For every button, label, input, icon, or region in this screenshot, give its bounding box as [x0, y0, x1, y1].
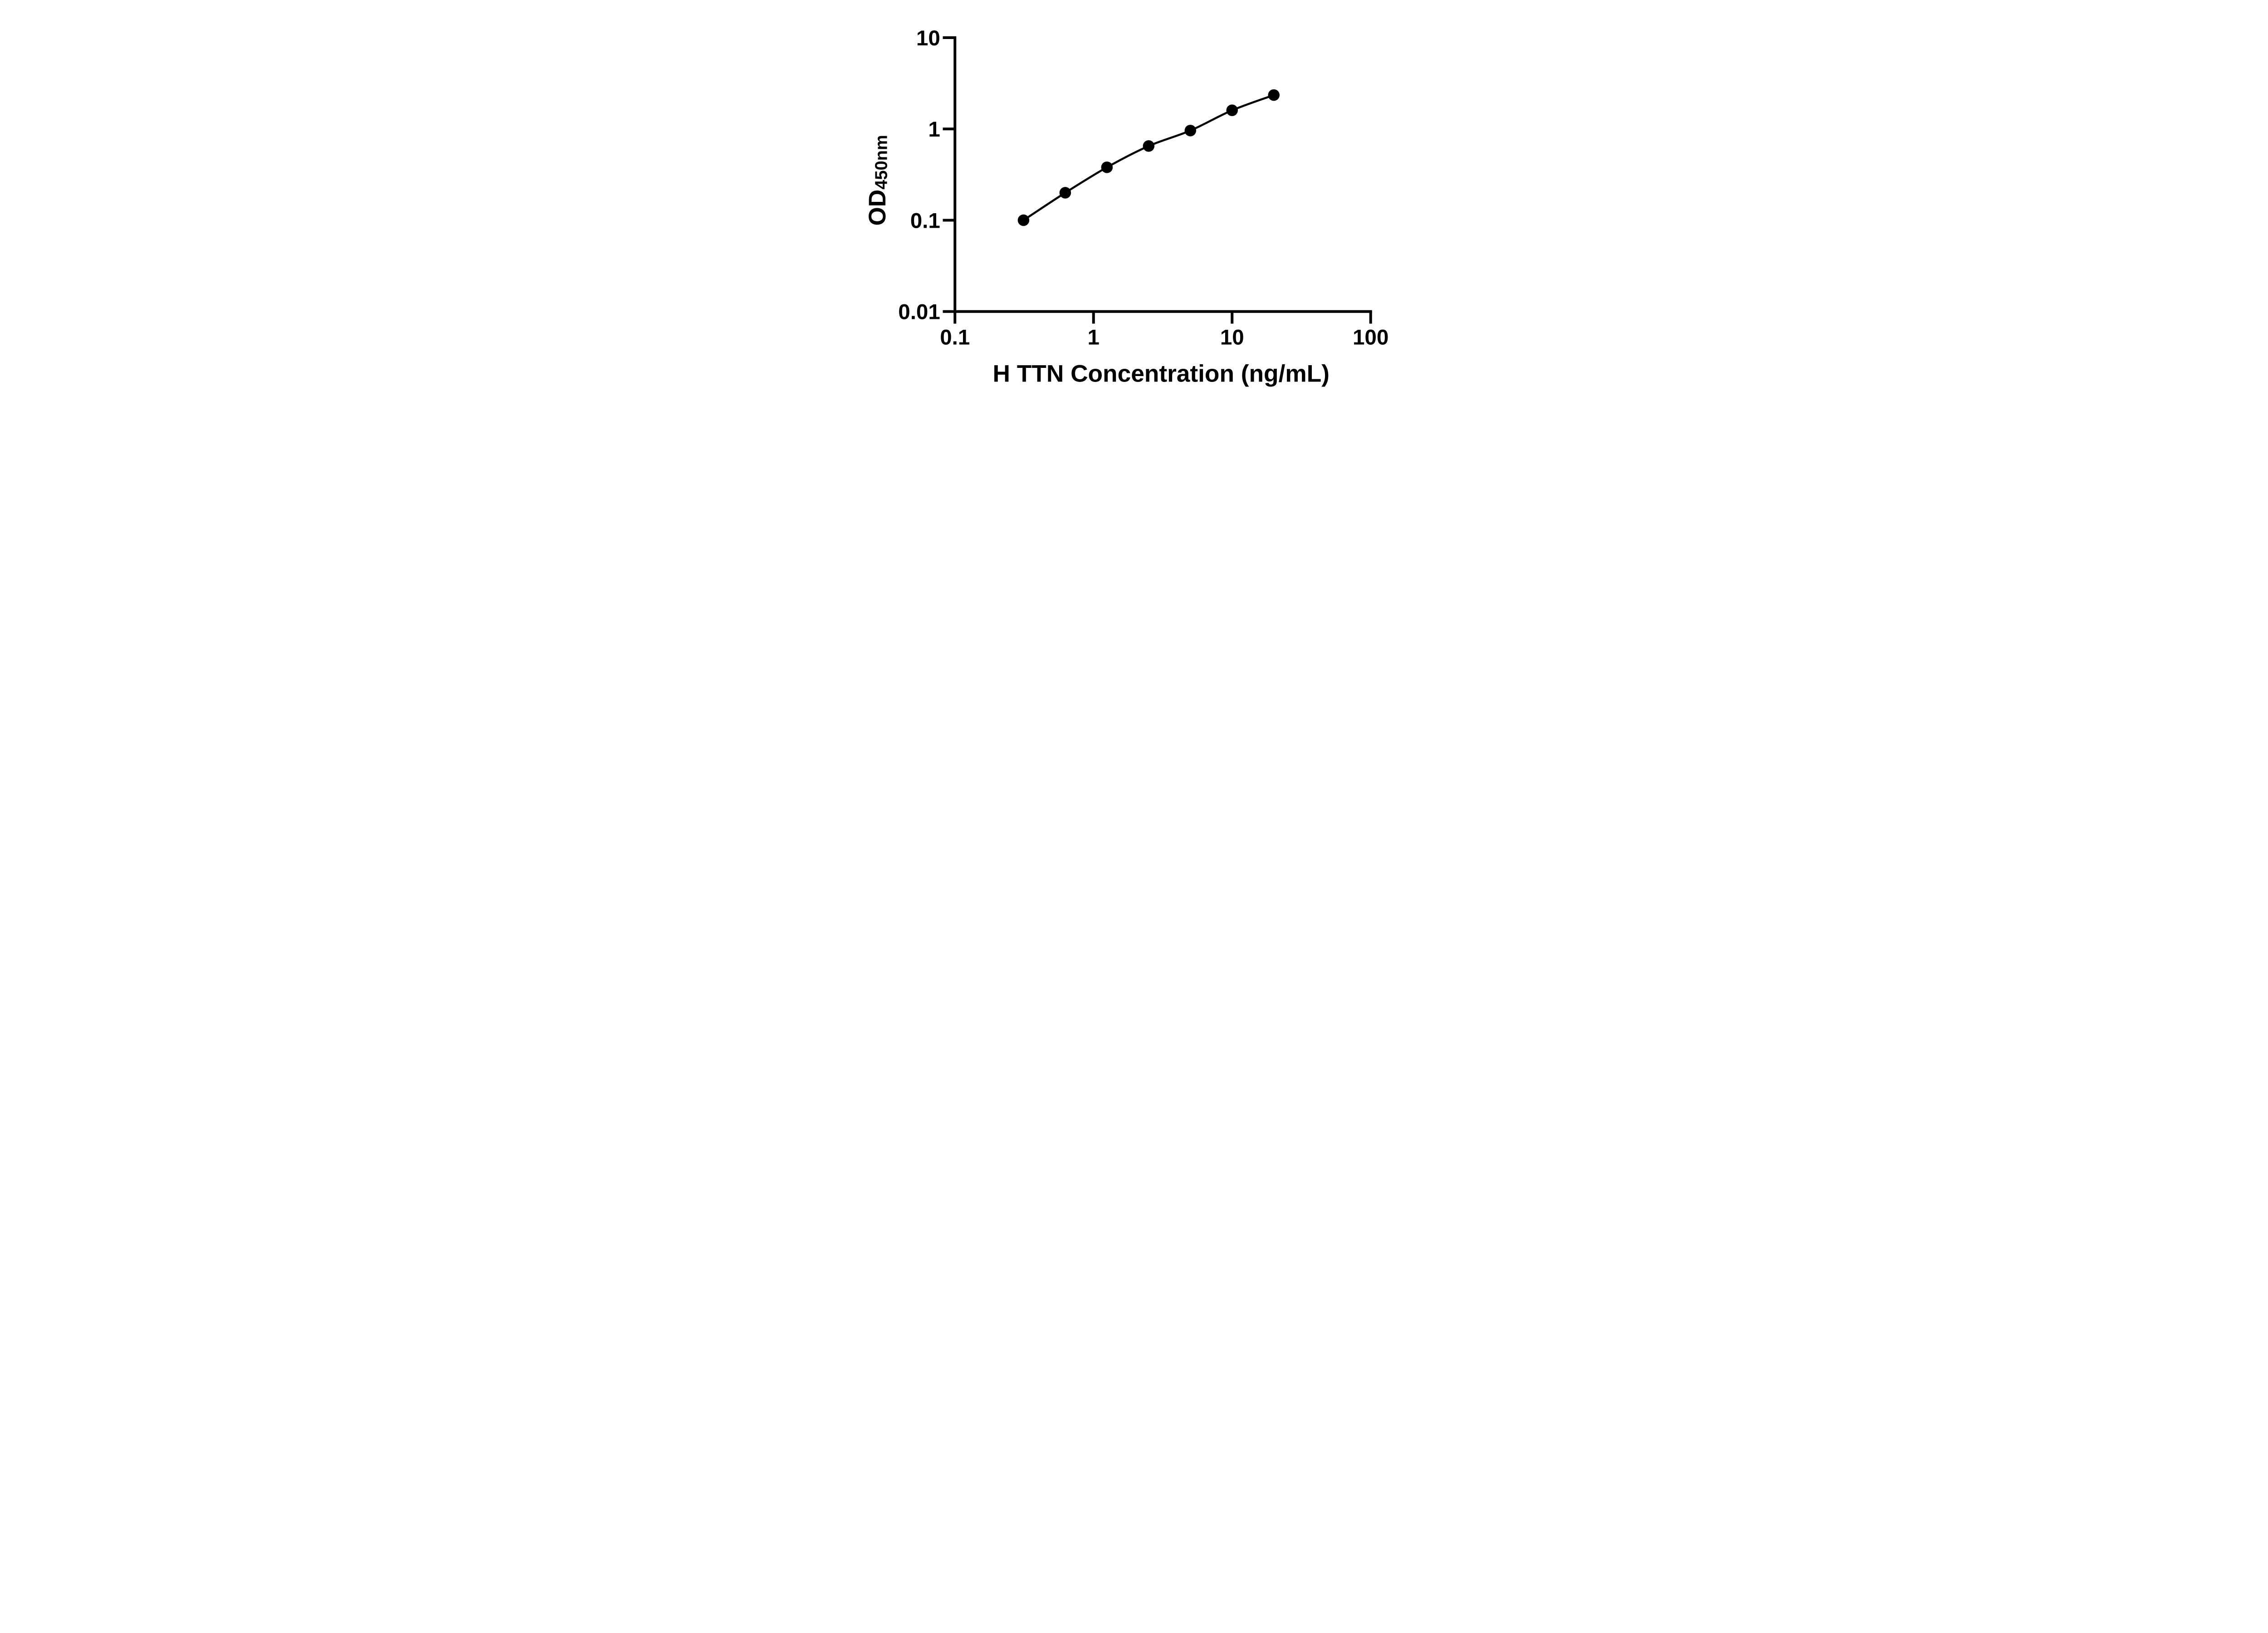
data-point: [1268, 89, 1280, 101]
data-point: [1017, 214, 1030, 226]
data-point: [1143, 140, 1155, 152]
data-points: [1017, 89, 1280, 226]
x-tick-label: 100: [1353, 326, 1388, 350]
axes: [953, 36, 1372, 313]
y-axis-title: OD450nm: [864, 135, 891, 225]
y-axis-ticks: [943, 36, 955, 313]
data-point: [1226, 104, 1238, 116]
data-point: [1184, 125, 1197, 137]
y-tick-label: 0.01: [898, 300, 940, 324]
elisa-standard-curve-figure: 10 1 0.1 0.01 0.1 1 10 100 H TTN Concentration…: [842, 0, 1426, 408]
y-axis-title-main: OD: [864, 190, 891, 226]
y-tick-label: 10: [916, 26, 940, 50]
y-tick-label: 1: [928, 117, 940, 142]
y-axis-tick-labels: 10 1 0.1 0.01: [898, 26, 940, 324]
x-axis-title: H TTN Concentration (ng/mL): [993, 360, 1330, 387]
x-tick-label: 10: [1220, 326, 1244, 350]
data-point: [1101, 161, 1113, 173]
data-point: [1059, 187, 1071, 199]
y-axis-title-subscript: 450nm: [872, 135, 891, 189]
x-axis-tick-labels: 0.1 1 10 100: [940, 326, 1388, 350]
x-axis-ticks: [953, 311, 1372, 324]
x-tick-label: 1: [1088, 326, 1100, 350]
x-tick-label: 0.1: [940, 326, 970, 350]
y-tick-label: 0.1: [910, 209, 940, 233]
